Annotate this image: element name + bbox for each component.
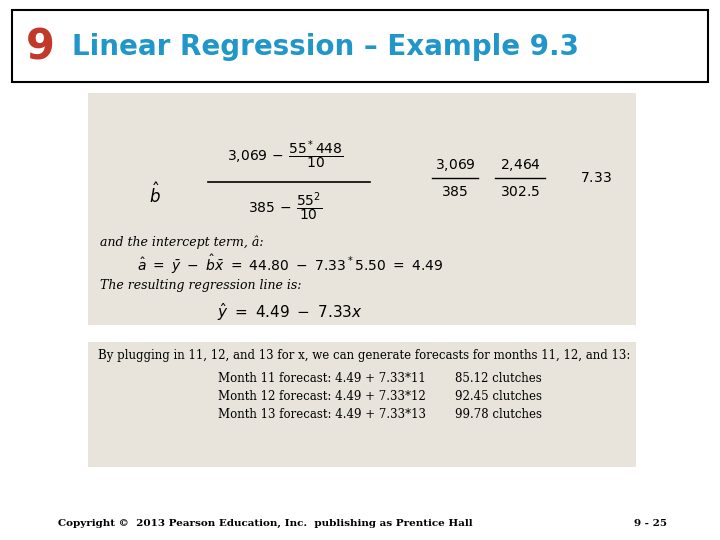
Text: $\hat{a}\ =\ \bar{y}\ -\ \hat{b}\bar{x}\ =\ 44.80\ -\ 7.33^*5.50\ =\ 4.49$: $\hat{a}\ =\ \bar{y}\ -\ \hat{b}\bar{x}\… [137,252,443,275]
Text: $385$: $385$ [441,185,469,199]
Text: $385\,-\,\dfrac{55^2}{10}$: $385\,-\,\dfrac{55^2}{10}$ [248,191,322,224]
Text: 9 - 25: 9 - 25 [634,518,667,528]
Text: $3{,}069$: $3{,}069$ [435,157,475,173]
Text: $302.5$: $302.5$ [500,185,540,199]
Text: $2{,}464$: $2{,}464$ [500,157,541,173]
Text: Month 13 forecast: 4.49 + 7.33*13: Month 13 forecast: 4.49 + 7.33*13 [218,408,426,421]
Text: $3{,}069\,-\,\dfrac{55^*448}{10}$: $3{,}069\,-\,\dfrac{55^*448}{10}$ [227,139,343,172]
Bar [88,342,636,467]
Text: $7.33$: $7.33$ [580,171,612,185]
Text: Month 12 forecast: 4.49 + 7.33*12: Month 12 forecast: 4.49 + 7.33*12 [218,389,426,402]
Text: Copyright ©  2013 Pearson Education, Inc.  publishing as Prentice Hall: Copyright © 2013 Pearson Education, Inc.… [58,518,472,528]
Text: $\hat{b}$: $\hat{b}$ [149,183,161,207]
Text: 99.78 clutches: 99.78 clutches [455,408,542,421]
Text: 9: 9 [26,26,55,68]
Bar [12,10,708,82]
Text: 92.45 clutches: 92.45 clutches [455,389,542,402]
Text: Linear Regression – Example 9.3: Linear Regression – Example 9.3 [72,33,579,61]
Text: and the intercept term, â:: and the intercept term, â: [100,235,264,249]
Text: By plugging in 11, 12, and 13 for x, we can generate forecasts for months 11, 12: By plugging in 11, 12, and 13 for x, we … [98,348,631,361]
Bar [88,93,636,325]
Text: Month 11 forecast: 4.49 + 7.33*11: Month 11 forecast: 4.49 + 7.33*11 [218,372,426,384]
Text: $\hat{y}\ =\ 4.49\ -\ 7.33x$: $\hat{y}\ =\ 4.49\ -\ 7.33x$ [217,301,363,323]
Text: The resulting regression line is:: The resulting regression line is: [100,280,302,293]
Text: 85.12 clutches: 85.12 clutches [455,372,541,384]
